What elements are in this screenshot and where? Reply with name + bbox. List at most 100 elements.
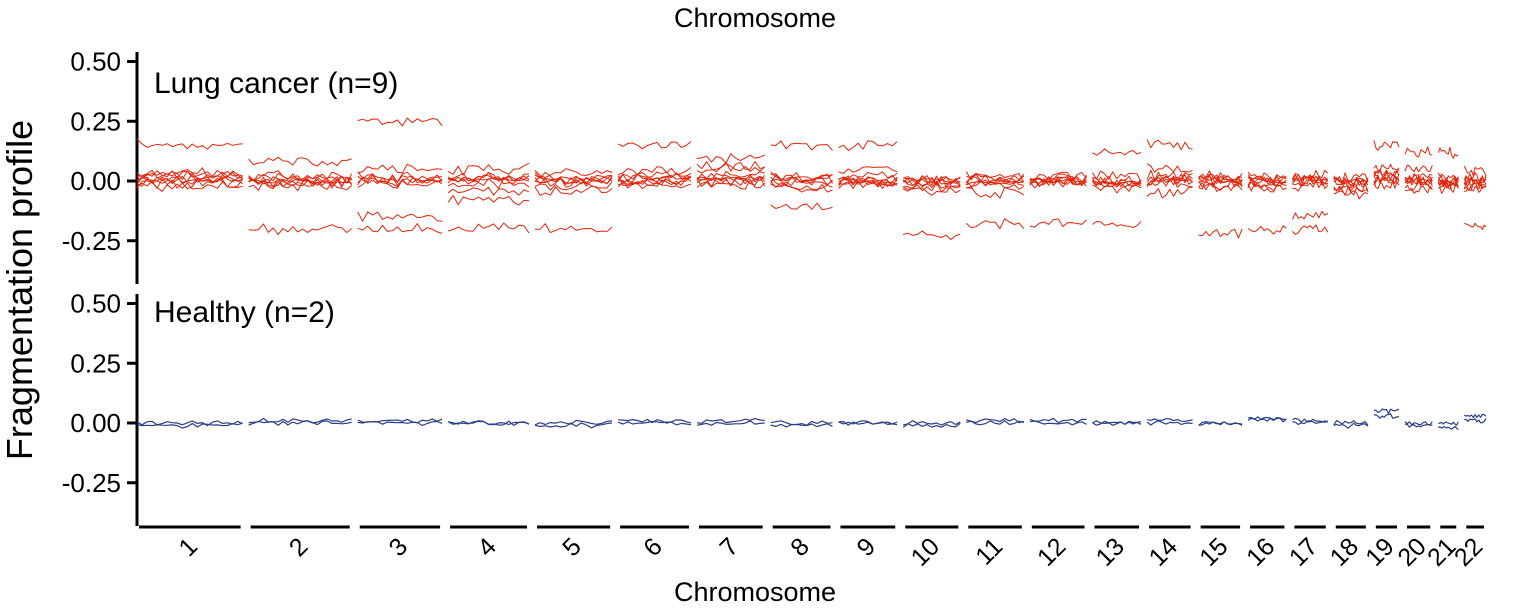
sample-line <box>447 420 530 426</box>
sample-line <box>902 176 961 184</box>
lung-cancer-panel: 0.50 0.25 0.00 -0.25 Lung cancer (n=9) <box>62 47 1487 284</box>
sample-line <box>1147 175 1193 186</box>
sample-line <box>1247 225 1287 235</box>
sample-line <box>1092 220 1142 228</box>
sample-line <box>534 171 613 181</box>
sample-line <box>1092 420 1142 426</box>
sample-line <box>838 175 898 188</box>
sample-line <box>357 177 443 189</box>
sample-line <box>770 173 833 184</box>
sample-line <box>1029 218 1087 228</box>
sample-line <box>1146 139 1193 151</box>
sample-line <box>534 181 613 191</box>
chromosome-tick-label: 8 <box>785 532 815 562</box>
sample-line <box>966 179 1024 189</box>
sample-line <box>696 170 765 181</box>
sample-line <box>1333 420 1369 426</box>
y-tick-label: -0.25 <box>62 468 121 498</box>
sample-line <box>1029 176 1087 187</box>
sample-line <box>1373 175 1400 186</box>
sample-line <box>838 177 898 189</box>
chromosome-tick-label: 1 <box>173 532 203 562</box>
sample-line <box>838 176 898 187</box>
sample-line <box>1404 164 1433 173</box>
sample-line <box>1247 177 1287 189</box>
sample-line <box>447 186 530 196</box>
sample-line <box>966 420 1024 426</box>
sample-line <box>1404 174 1433 185</box>
sample-line <box>447 162 530 176</box>
sample-line <box>1437 146 1459 159</box>
sample-line <box>1029 420 1087 426</box>
sample-line <box>1291 210 1329 220</box>
sample-line <box>136 170 243 183</box>
sample-line <box>534 223 613 234</box>
sample-line <box>966 186 1025 199</box>
sample-line <box>248 420 352 426</box>
sample-line <box>1404 176 1433 186</box>
sample-line <box>902 178 961 187</box>
sample-line <box>770 420 833 426</box>
sample-line <box>248 156 352 167</box>
sample-line <box>1333 177 1369 187</box>
sample-line <box>357 173 443 184</box>
sample-line <box>1292 177 1329 187</box>
sample-line <box>770 183 833 193</box>
sample-line <box>1248 416 1287 422</box>
sample-line <box>1029 417 1087 424</box>
panel-label: Healthy (n=2) <box>154 296 335 329</box>
sample-line <box>248 176 352 188</box>
chromosome-tick-label: 13 <box>1091 532 1130 571</box>
sample-line <box>696 418 765 424</box>
sample-line <box>696 163 766 174</box>
sample-line <box>965 218 1025 230</box>
sample-line <box>136 175 243 185</box>
sample-line <box>838 166 898 174</box>
sample-line <box>136 422 243 429</box>
y-tick-label: 0.50 <box>70 47 121 77</box>
sample-line <box>696 153 765 164</box>
sample-line <box>1292 420 1329 426</box>
sample-line <box>357 163 443 174</box>
y-tick-label: 0.25 <box>70 348 121 378</box>
top-chromosome-label: Chromosome <box>674 3 836 33</box>
chromosome-tick-label: 14 <box>1144 532 1184 572</box>
sample-line <box>1333 180 1369 192</box>
chromosome-tick-label: 2 <box>284 532 314 562</box>
sample-line <box>357 174 443 186</box>
chromosome-tick-label: 12 <box>1032 532 1071 571</box>
sample-line <box>1198 228 1243 239</box>
sample-line <box>136 170 243 180</box>
sample-line <box>838 421 898 426</box>
sample-line <box>1463 181 1487 191</box>
sample-line <box>1092 170 1142 183</box>
sample-line <box>248 173 353 184</box>
sample-line <box>1291 174 1329 186</box>
chromosome-tick-label: 5 <box>557 532 587 562</box>
sample-line <box>1198 180 1243 191</box>
sample-line <box>903 182 961 193</box>
sample-line <box>447 177 530 190</box>
sample-line <box>1404 421 1433 426</box>
sample-line <box>903 175 961 187</box>
sample-line <box>617 166 692 176</box>
sample-line <box>1146 163 1193 173</box>
panel-label: Lung cancer (n=9) <box>154 67 398 100</box>
sample-line <box>696 173 766 185</box>
sample-line <box>1146 173 1193 184</box>
series-lines <box>136 408 1487 431</box>
sample-line <box>1292 174 1329 182</box>
chromosome-tick-label: 3 <box>384 532 414 562</box>
chromosome-tick-label: 4 <box>472 532 502 562</box>
sample-line <box>965 175 1024 186</box>
sample-line <box>447 222 530 234</box>
sample-line <box>534 419 613 426</box>
sample-line <box>1437 181 1459 190</box>
sample-line <box>1373 168 1400 177</box>
sample-line <box>1247 176 1287 186</box>
sample-line <box>248 170 352 182</box>
sample-line <box>770 423 833 428</box>
sample-line <box>770 181 833 190</box>
sample-line <box>136 138 243 150</box>
